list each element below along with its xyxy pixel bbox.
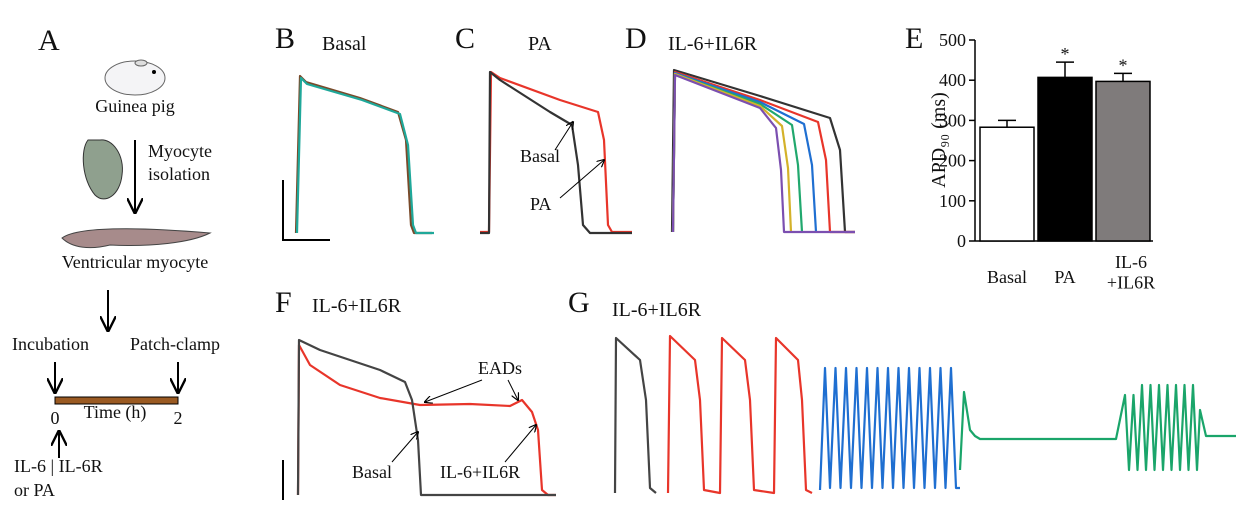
arrow (559, 160, 604, 199)
bar-chart: E APD₉₀ (ms) 0 100 200 300 400 500 Basal * PA * IL… (905, 22, 1155, 293)
error-bar (1114, 72, 1132, 82)
scale-bar (282, 180, 330, 241)
y-axis-label: APD₉₀ (ms) (928, 92, 950, 188)
x-tick-label: Basal (987, 267, 1027, 287)
trace (958, 383, 1236, 472)
trace (296, 338, 556, 497)
panel-label: F (275, 286, 292, 319)
panel-label: B (275, 22, 295, 55)
annotation: EADs (478, 358, 522, 378)
patch-clamp-label: Patch-clamp (130, 334, 220, 354)
arrow (554, 122, 573, 151)
panel-d: D IL-6+IL6R (625, 22, 855, 234)
panel-a: A Guinea pig Myocyte isolation Ventricul… (12, 24, 220, 500)
guinea-pig-icon (104, 59, 166, 96)
panel-label: E (905, 22, 923, 55)
bar (1095, 80, 1151, 242)
panel-title: PA (528, 33, 552, 55)
time-tick: 2 (174, 408, 183, 428)
time-label: Time (h) (84, 402, 147, 423)
trace (613, 336, 657, 494)
animal-label: Guinea pig (95, 96, 174, 116)
bar (979, 126, 1035, 242)
time-tick: 0 (51, 408, 60, 428)
heart-icon (82, 139, 123, 200)
annotation: PA (530, 194, 551, 214)
x-tick-label: IL-6 +IL6R (1107, 252, 1155, 293)
panel-b: B Basal (275, 22, 434, 241)
panel-label: G (568, 286, 590, 319)
panel-title: IL-6+IL6R (668, 33, 758, 55)
panel-f: F IL-6+IL6R EADs Basal IL-6+IL6R (275, 286, 556, 500)
x-tick-label: PA (1054, 267, 1075, 287)
step-label: Myocyte (148, 141, 212, 161)
panel-title: IL-6+IL6R (612, 299, 702, 321)
annotation: IL-6+IL6R (440, 462, 520, 482)
arrow (507, 379, 518, 400)
incubation-label: Incubation (12, 334, 89, 354)
y-tick-label: 400 (939, 70, 966, 90)
y-tick-label: 100 (939, 191, 966, 211)
arrow (391, 432, 418, 463)
arrow (504, 425, 536, 463)
treatment-label: or PA (14, 480, 55, 500)
trace (671, 71, 818, 233)
panel-label: D (625, 22, 647, 55)
treatment-label: IL-6 | IL-6R (14, 456, 103, 476)
bar (1037, 76, 1093, 242)
annotation: Basal (352, 462, 392, 482)
panel-c: C PA Basal PA (455, 22, 632, 235)
panel-label: A (38, 24, 60, 57)
arrow (425, 379, 483, 402)
panel-g: G IL-6+IL6R (568, 286, 1236, 495)
annotation: Basal (520, 146, 560, 166)
y-tick-label: 300 (939, 110, 966, 130)
trace (296, 343, 556, 497)
trace (671, 70, 855, 234)
y-tick-label: 500 (939, 30, 966, 50)
trace (295, 76, 434, 235)
panel-label: C (455, 22, 475, 55)
panel-title: IL-6+IL6R (312, 295, 402, 317)
y-tick-label: 0 (957, 231, 966, 251)
error-bar (998, 119, 1016, 128)
error-bar (1056, 61, 1074, 78)
step-label: isolation (148, 164, 210, 184)
trace (671, 73, 855, 234)
trace (666, 334, 813, 495)
myocyte-icon (61, 228, 212, 249)
panel-title: Basal (322, 33, 367, 55)
trace (818, 366, 960, 491)
significance-mark: * (1119, 55, 1128, 75)
trace (480, 70, 632, 235)
time-bar (54, 396, 179, 405)
y-tick-label: 200 (939, 151, 966, 171)
significance-mark: * (1061, 44, 1070, 64)
cell-label: Ventricular myocyte (62, 252, 208, 272)
